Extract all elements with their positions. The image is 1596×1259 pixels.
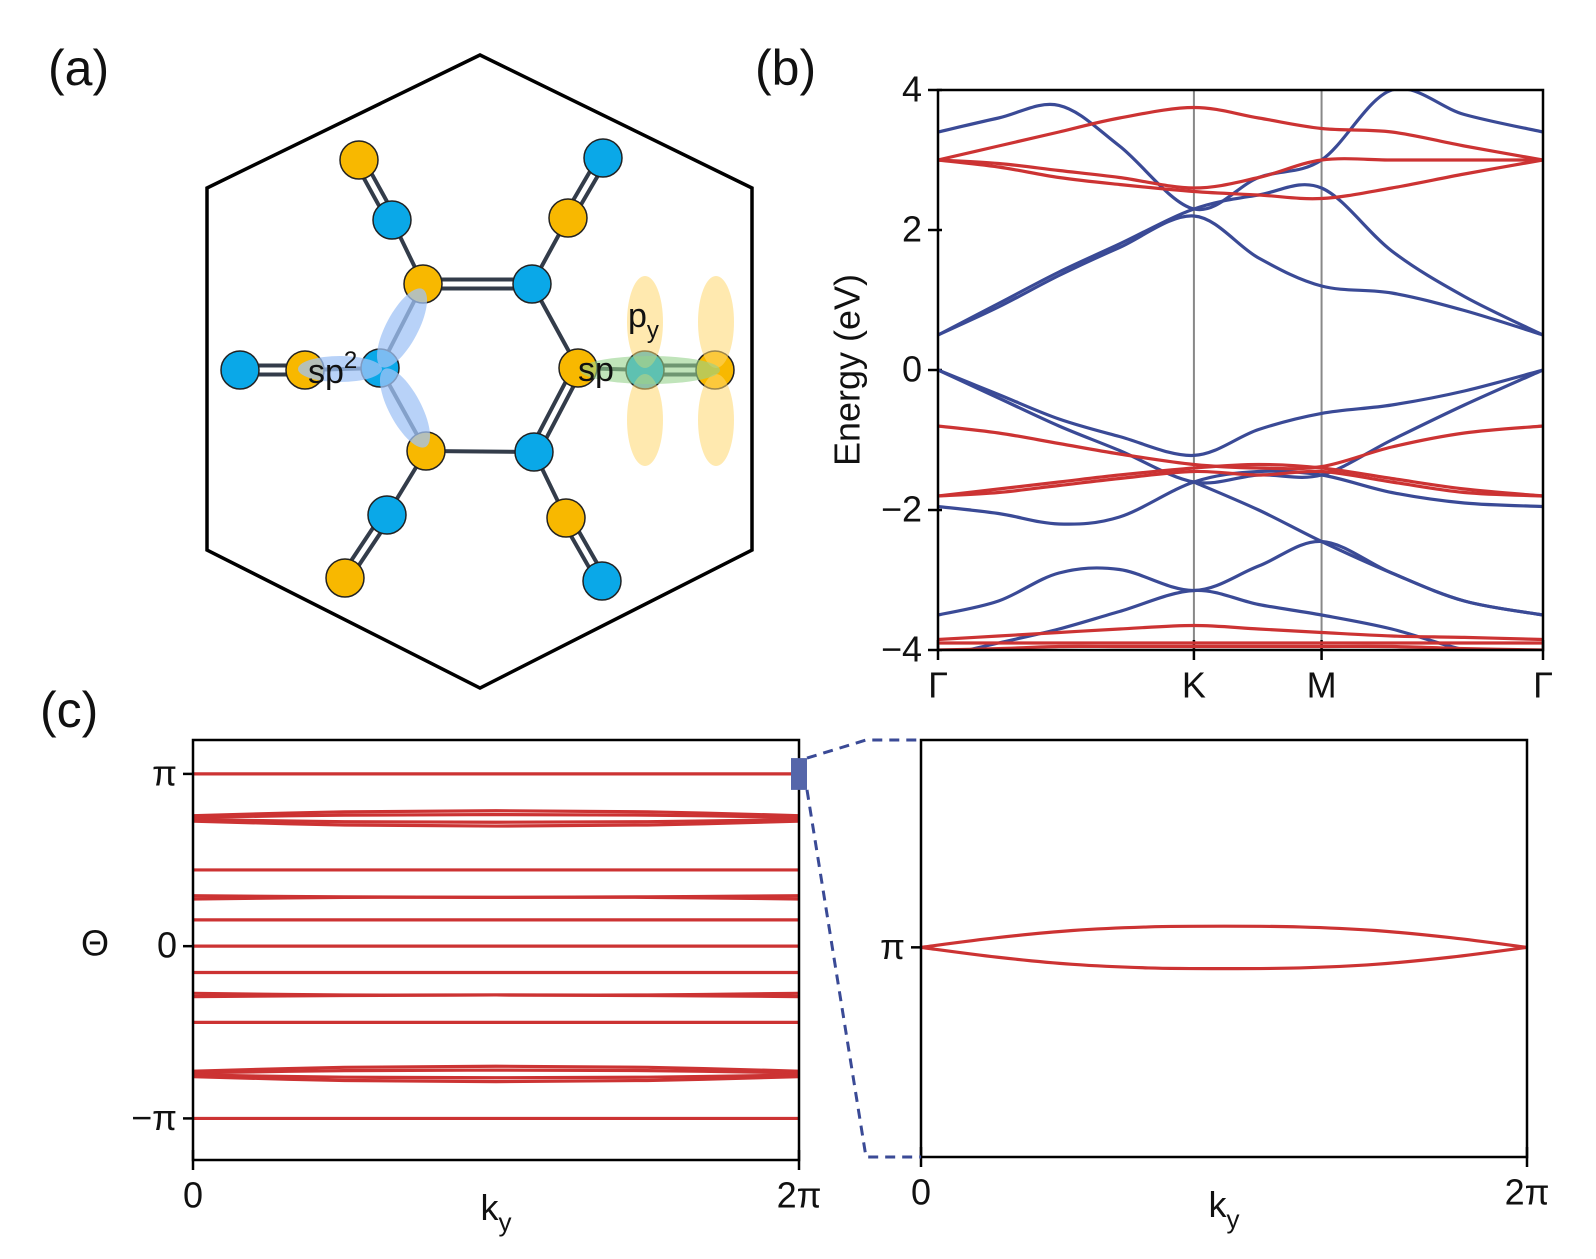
panel-label: (a) — [48, 40, 109, 96]
orbital-label: sp — [578, 351, 614, 389]
sp-lobe — [580, 356, 720, 384]
series-line — [938, 644, 1543, 650]
series-line — [193, 1075, 799, 1084]
series-line — [938, 90, 1543, 212]
series-line — [938, 424, 1543, 471]
y-tick-label: π — [152, 752, 177, 793]
series-line — [938, 462, 1543, 498]
series-line — [193, 1073, 799, 1080]
y-tick-label: 4 — [902, 69, 922, 110]
x-tick-label: M — [1307, 665, 1337, 706]
series-line — [938, 214, 1543, 337]
atom — [339, 140, 379, 180]
series-line — [938, 105, 1543, 162]
series-line — [938, 157, 1543, 190]
x-tick-label: 2π — [1505, 1172, 1550, 1213]
py-lobe — [627, 276, 663, 368]
py-lobe — [698, 276, 734, 368]
x-tick-label: Γ — [928, 665, 948, 706]
x-tick-label: Γ — [1533, 665, 1553, 706]
orbital-label: sp2 — [308, 347, 357, 391]
y-tick-label: 0 — [157, 925, 177, 966]
atom — [548, 198, 588, 238]
atom — [512, 264, 552, 304]
atom — [514, 432, 554, 472]
series-line — [193, 993, 799, 999]
py-lobe — [627, 374, 663, 466]
plot-frame — [191, 738, 801, 1162]
y-tick-label: −2 — [881, 489, 922, 530]
series-line — [938, 539, 1543, 617]
series-line — [193, 895, 799, 901]
x-axis-label-text: k — [481, 1187, 500, 1228]
zoom-box — [791, 758, 807, 790]
series-line — [938, 623, 1543, 642]
y-tick-label: 2 — [902, 209, 922, 250]
series-line — [193, 812, 799, 819]
atom — [583, 138, 623, 178]
x-axis-label: ky — [1209, 1184, 1240, 1234]
series-line — [938, 469, 1543, 498]
orbital-label-sup: 2 — [344, 347, 357, 374]
series-line — [1193, 480, 1543, 617]
series-line — [193, 1064, 799, 1073]
sp2-lobe — [379, 368, 431, 448]
series-line — [921, 945, 1527, 971]
x-axis-label-text: k — [1209, 1184, 1228, 1225]
series-line — [193, 817, 799, 824]
atom — [582, 561, 622, 601]
py-lobe — [698, 374, 734, 466]
atom — [372, 200, 412, 240]
zoom-connector — [806, 738, 921, 760]
sp2-lobe — [298, 356, 382, 382]
series-line — [938, 368, 1543, 458]
atom — [325, 558, 365, 598]
x-tick-label: 2π — [777, 1175, 822, 1216]
orbital-label: py — [628, 297, 659, 344]
x-tick-label: 0 — [911, 1172, 931, 1213]
panel-label: (c) — [40, 682, 98, 738]
zoom-connector — [805, 789, 921, 1159]
orbital-label-text: p — [628, 297, 647, 335]
series-line — [193, 1068, 799, 1075]
orbital-label-sub: y — [647, 317, 659, 344]
series-line — [938, 183, 1543, 337]
y-tick-label: −4 — [881, 629, 922, 670]
plot-frame — [936, 88, 1545, 652]
x-tick-label: K — [1182, 665, 1206, 706]
x-axis-label-sub: y — [1227, 1204, 1240, 1234]
sp2-lobe — [376, 288, 428, 368]
x-axis-label: ky — [481, 1187, 512, 1237]
plot-frame — [919, 738, 1529, 1159]
hexagon-cell — [205, 53, 754, 690]
x-axis-label-sub: y — [499, 1207, 512, 1237]
series-line — [938, 368, 1543, 485]
atom — [546, 498, 586, 538]
series-line — [193, 809, 799, 818]
orbital-lobes — [298, 276, 734, 466]
y-axis-label: Energy (eV) — [827, 274, 868, 466]
y-tick-label: 0 — [902, 349, 922, 390]
y-tick-label: −π — [131, 1097, 177, 1138]
atom — [367, 495, 407, 535]
panel-label: (b) — [755, 40, 816, 96]
x-tick-label: 0 — [183, 1175, 203, 1216]
series-line — [938, 158, 1543, 201]
y-tick-label: π — [880, 926, 905, 967]
series-line — [193, 819, 799, 828]
y-axis-label: Θ — [81, 923, 109, 964]
atom — [220, 350, 260, 390]
orbital-label-text: sp — [308, 353, 344, 391]
series-line — [921, 924, 1527, 949]
